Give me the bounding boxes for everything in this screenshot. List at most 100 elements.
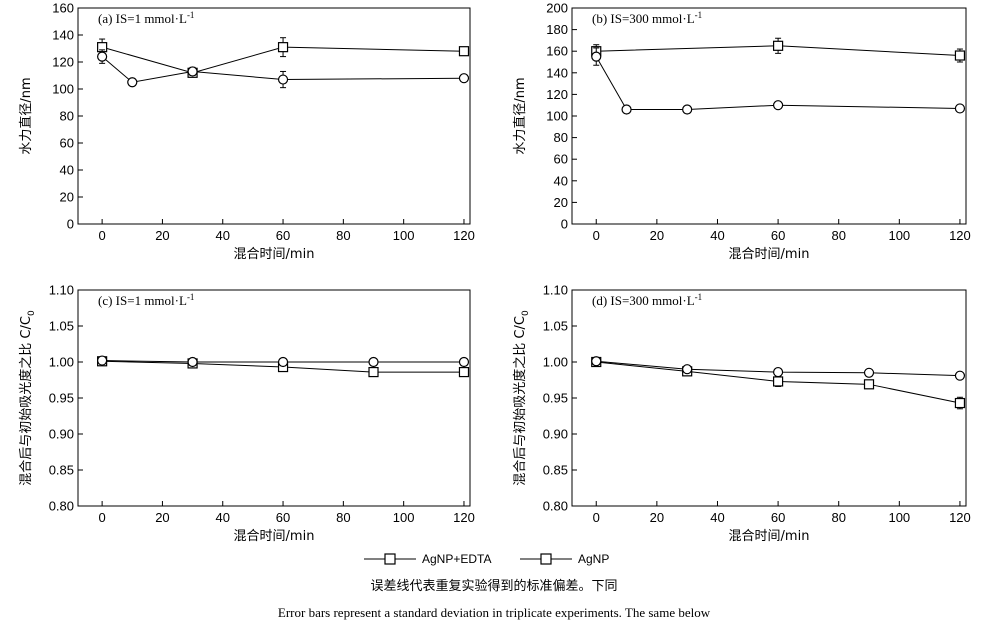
panel-label-b: (b) IS=300 mmol·L-1 [592,10,702,26]
data-point-agnp [772,366,784,378]
series-agnp-a [97,49,470,89]
caption-en: Error bars represent a standard deviatio… [278,605,711,620]
y-tick-label-b: 140 [546,65,568,80]
x-axis-title-b: 混合时间/min [729,247,810,262]
x-tick-label-a: 0 [99,228,106,243]
x-tick-label-a: 100 [393,228,415,243]
y-axis-title-subscript-d: 0 [521,310,531,316]
y-tick-label-b: 80 [554,130,568,145]
y-tick-label-d: 1.10 [543,283,568,298]
y-tick-label-a: 160 [52,1,74,16]
data-point-agnp-edta [458,46,470,57]
panel-label-c: (c) IS=1 mmol·L-1 [98,292,194,308]
x-tick-label-b: 120 [949,228,971,243]
series-agnp-b [591,47,966,115]
data-point-agnp [458,356,470,368]
y-tick-label-c: 0.80 [49,499,74,514]
y-tick-label-a: 140 [52,28,74,43]
y-tick-label-d: 1.00 [543,355,568,370]
panel-label-a: (a) IS=1 mmol·L-1 [98,10,194,26]
x-axis-title-a: 混合时间/min [234,247,315,262]
y-tick-label-a: 80 [60,109,74,124]
data-point-agnp-edta [863,379,875,390]
y-tick-label-c: 1.10 [49,283,74,298]
series-agnp-edta-d [591,356,966,410]
y-tick-label-d: 1.05 [543,319,568,334]
chart-panel-d: 0 20 40 60 80 100 120 0.80 0.85 0.90 0.95 1.00 1.05 1… [512,283,971,545]
x-tick-label-c: 120 [453,510,475,525]
panel-label-d: (d) IS=300 mmol·L-1 [592,292,702,308]
y-axis-title-b: 水力直径/nm [513,77,528,154]
y-tick-label-a: 40 [60,163,74,178]
panel-label-superscript-a: -1 [187,10,195,20]
y-tick-label-b: 200 [546,1,568,16]
series-agnp-d [591,356,966,381]
y-tick-label-d: 0.80 [543,499,568,514]
series-agnp-edta-b [591,37,966,63]
x-tick-label-c: 100 [393,510,415,525]
data-point-agnp [621,104,632,115]
x-tick-label-b: 60 [771,228,785,243]
data-point-agnp-edta [277,42,289,53]
data-point-agnp-edta [368,366,379,378]
x-tick-label-c: 80 [336,510,350,525]
y-tick-label-a: 100 [52,82,74,97]
x-axis-title-d: 混合时间/min [729,529,810,544]
plot-frame-c [77,289,471,507]
x-tick-label-d: 20 [650,510,664,525]
y-tick-label-c: 1.00 [49,355,74,370]
data-point-agnp-edta [458,366,470,378]
x-tick-label-b: 20 [650,228,664,243]
data-point-agnp [682,104,693,115]
data-point-agnp-edta [954,397,966,409]
legend: AgNP+EDTA AgNP [364,552,609,566]
plot-frame-b [571,7,967,225]
data-point-agnp [863,367,875,378]
y-axis-title-d: 混合后与初始吸光度之比 C/C0 [512,310,531,486]
y-tick-label-a: 120 [52,55,74,70]
y-tick-label-a: 0 [67,217,74,232]
x-tick-label-c: 60 [276,510,290,525]
data-point-agnp [187,66,198,77]
data-point-agnp [954,103,966,114]
x-tick-label-d: 120 [949,510,971,525]
y-axis-title-subscript-c: 0 [27,310,37,316]
x-tick-label-a: 80 [336,228,350,243]
x-tick-label-b: 100 [888,228,910,243]
y-tick-label-a: 60 [60,136,74,151]
x-tick-label-c: 20 [155,510,169,525]
series-agnp-c [97,355,470,368]
x-tick-label-c: 0 [99,510,106,525]
panel-label-superscript-b: -1 [695,10,703,20]
y-tick-label-a: 20 [60,190,74,205]
data-point-agnp [97,355,108,366]
x-tick-label-d: 40 [710,510,724,525]
legend-label-agnp: AgNP [578,552,609,566]
x-tick-label-a: 40 [216,228,230,243]
x-tick-label-b: 40 [710,228,724,243]
legend-marker-agnp [540,553,552,565]
chart-panel-c: 0 20 40 60 80 100 120 0.80 0.85 0.90 0.95 1.00 1.05 1… [18,283,475,545]
x-tick-label-c: 40 [216,510,230,525]
x-tick-label-a: 60 [276,228,290,243]
x-tick-label-b: 80 [831,228,845,243]
data-point-agnp [277,356,289,368]
x-axis-title-c: 混合时间/min [234,529,315,544]
legend-label-agnp-edta: AgNP+EDTA [422,552,491,566]
data-point-agnp [277,74,289,85]
y-tick-label-b: 0 [561,217,568,232]
plot-frame-a [77,7,471,225]
data-point-agnp [772,100,784,111]
data-point-agnp-edta [772,376,784,387]
data-point-agnp [458,73,470,84]
data-point-agnp [682,364,693,375]
y-tick-label-d: 0.85 [543,463,568,478]
x-tick-label-d: 100 [888,510,910,525]
y-tick-label-b: 60 [554,152,568,167]
x-tick-label-d: 60 [771,510,785,525]
series-line-agnp-edta [101,46,464,74]
data-point-agnp [591,51,602,62]
y-tick-label-c: 1.05 [49,319,74,334]
y-tick-label-c: 0.90 [49,427,74,442]
